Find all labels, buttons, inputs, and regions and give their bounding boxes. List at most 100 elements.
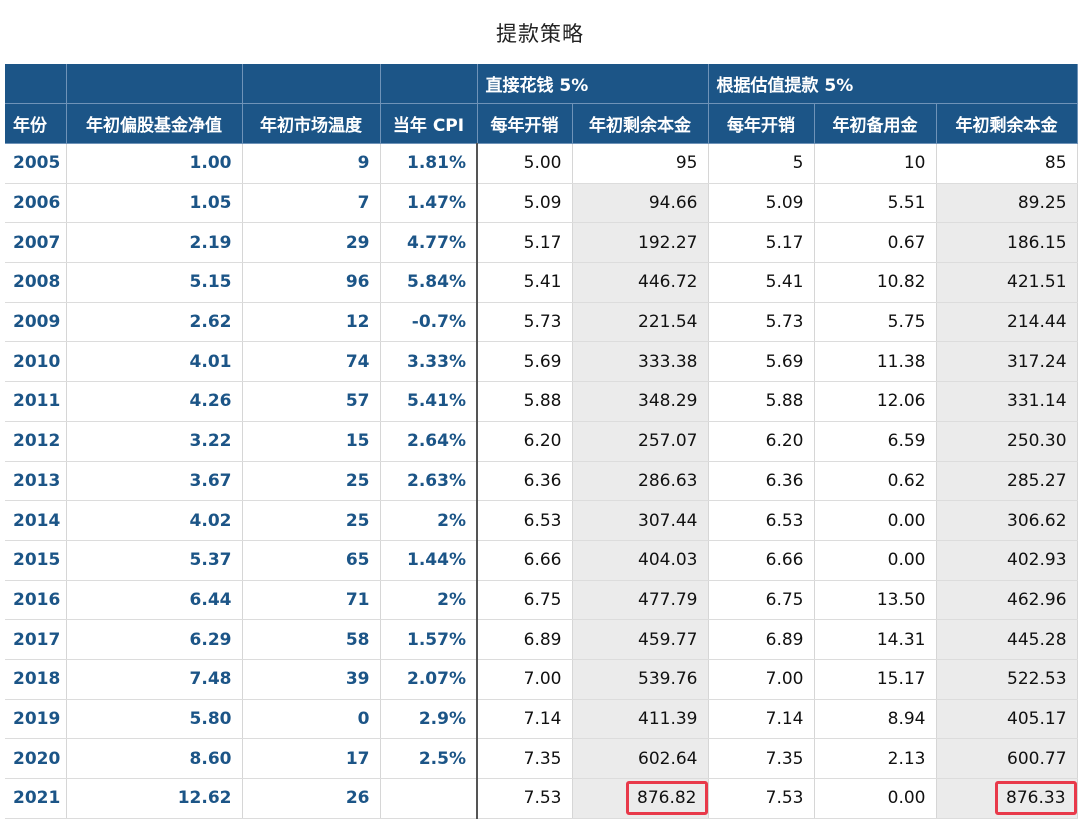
market-temperature-cell: 58 bbox=[242, 619, 381, 660]
reserve-fund-cell: 10 bbox=[814, 143, 937, 184]
year-cell: 2010 bbox=[5, 341, 67, 383]
reserve-fund-cell: 5.51 bbox=[814, 183, 937, 224]
remaining-principal-cell: 446.72 bbox=[572, 262, 709, 303]
table-row: 2018 7.48 39 2.07% 7.00 539.76 7.00 15.17 522.53 bbox=[5, 659, 1078, 700]
year-cell: 2012 bbox=[5, 421, 67, 462]
table-row: 2006 1.05 7 1.47% 5.09 94.66 5.09 5.51 89.25 bbox=[5, 183, 1078, 224]
table-row: 2020 8.60 17 2.5% 7.35 602.64 7.35 2.13 600.77 bbox=[5, 738, 1078, 779]
market-temperature-cell: 71 bbox=[242, 580, 381, 621]
table-body: 2005 1.00 9 1.81% 5.00 95 5 10 85 2006 1.05 7 1.47% 5… bbox=[5, 143, 1078, 819]
table-row: 2014 4.02 25 2% 6.53 307.44 6.53 0.00 306.62 bbox=[5, 500, 1078, 541]
fund-nav-cell: 3.22 bbox=[66, 421, 243, 462]
cpi-cell: 5.41% bbox=[380, 381, 478, 422]
market-temperature-cell: 9 bbox=[242, 143, 381, 184]
year-cell: 2009 bbox=[5, 302, 67, 343]
fund-nav-cell: 5.15 bbox=[66, 262, 243, 303]
annual-expense-cell: 6.75 bbox=[476, 580, 573, 621]
year-cell: 2008 bbox=[5, 262, 67, 303]
fund-nav-cell: 5.37 bbox=[66, 540, 243, 581]
table-row: 2011 4.26 57 5.41% 5.88 348.29 5.88 12.06 331.14 bbox=[5, 381, 1078, 422]
year-cell: 2014 bbox=[5, 500, 67, 541]
annual-expense-cell: 6.66 bbox=[476, 540, 573, 581]
table-row: 2013 3.67 25 2.63% 6.36 286.63 6.36 0.62 285.27 bbox=[5, 461, 1078, 502]
table-row: 2010 4.01 74 3.33% 5.69 333.38 5.69 11.38 317.24 bbox=[5, 341, 1078, 383]
market-temperature-cell: 96 bbox=[242, 262, 381, 303]
annual-expense-2-cell: 5.17 bbox=[708, 222, 815, 264]
fund-nav-cell: 8.60 bbox=[66, 738, 243, 779]
column-header-reserve-fund: 年初备用金 bbox=[814, 103, 937, 144]
annual-expense-cell: 7.53 bbox=[476, 778, 573, 819]
reserve-fund-cell: 0.00 bbox=[814, 500, 937, 541]
remaining-principal-cell: 286.63 bbox=[572, 461, 709, 502]
cpi-cell: 5.84% bbox=[380, 262, 478, 303]
annual-expense-cell: 7.14 bbox=[476, 699, 573, 740]
group-header-valuation-withdrawal: 根据估值提款 5% bbox=[708, 64, 1078, 104]
column-header-remaining-principal: 年初剩余本金 bbox=[572, 103, 709, 144]
annual-expense-cell: 6.53 bbox=[476, 500, 573, 541]
market-temperature-cell: 25 bbox=[242, 500, 381, 541]
highlight-box: 876.33 bbox=[995, 781, 1077, 816]
annual-expense-2-cell: 7.00 bbox=[708, 659, 815, 700]
table-row: 2019 5.80 0 2.9% 7.14 411.39 7.14 8.94 405.17 bbox=[5, 699, 1078, 740]
cpi-cell: -0.7% bbox=[380, 302, 478, 343]
remaining-principal-cell: 876.82 bbox=[572, 778, 709, 819]
fund-nav-cell: 1.05 bbox=[66, 183, 243, 224]
remaining-principal-2-cell: 445.28 bbox=[936, 619, 1078, 660]
market-temperature-cell: 65 bbox=[242, 540, 381, 581]
remaining-principal-2-cell: 306.62 bbox=[936, 500, 1078, 541]
remaining-principal-2-cell: 214.44 bbox=[936, 302, 1078, 343]
market-temperature-cell: 39 bbox=[242, 659, 381, 700]
cpi-cell: 3.33% bbox=[380, 341, 478, 383]
reserve-fund-cell: 13.50 bbox=[814, 580, 937, 621]
annual-expense-2-cell: 6.36 bbox=[708, 461, 815, 502]
column-header-cpi: 当年 CPI bbox=[380, 103, 478, 144]
table-row: 2017 6.29 58 1.57% 6.89 459.77 6.89 14.31 445.28 bbox=[5, 619, 1078, 660]
remaining-principal-2-cell: 186.15 bbox=[936, 222, 1078, 264]
market-temperature-cell: 12 bbox=[242, 302, 381, 343]
group-header-blank bbox=[380, 64, 478, 104]
fund-nav-cell: 6.29 bbox=[66, 619, 243, 660]
group-header-row: 直接花钱 5% 根据估值提款 5% bbox=[5, 64, 1078, 104]
remaining-principal-2-cell: 462.96 bbox=[936, 580, 1078, 621]
reserve-fund-cell: 5.75 bbox=[814, 302, 937, 343]
remaining-principal-2-cell: 402.93 bbox=[936, 540, 1078, 581]
cpi-cell: 1.81% bbox=[380, 143, 478, 184]
year-cell: 2013 bbox=[5, 461, 67, 502]
year-cell: 2005 bbox=[5, 143, 67, 184]
year-cell: 2006 bbox=[5, 183, 67, 224]
market-temperature-cell: 29 bbox=[242, 222, 381, 264]
annual-expense-cell: 5.73 bbox=[476, 302, 573, 343]
year-cell: 2020 bbox=[5, 738, 67, 779]
year-cell: 2019 bbox=[5, 699, 67, 740]
fund-nav-cell: 2.19 bbox=[66, 222, 243, 264]
remaining-principal-cell: 221.54 bbox=[572, 302, 709, 343]
page-title: 提款策略 bbox=[496, 22, 584, 46]
table-row: 2007 2.19 29 4.77% 5.17 192.27 5.17 0.67 186.15 bbox=[5, 222, 1078, 264]
annual-expense-2-cell: 5.41 bbox=[708, 262, 815, 303]
remaining-principal-cell: 333.38 bbox=[572, 341, 709, 383]
year-cell: 2016 bbox=[5, 580, 67, 621]
remaining-principal-2-cell: 285.27 bbox=[936, 461, 1078, 502]
cpi-cell: 2.07% bbox=[380, 659, 478, 700]
fund-nav-cell: 3.67 bbox=[66, 461, 243, 502]
column-header-year: 年份 bbox=[5, 103, 67, 144]
table-row: 2012 3.22 15 2.64% 6.20 257.07 6.20 6.59 250.30 bbox=[5, 421, 1078, 462]
annual-expense-2-cell: 6.20 bbox=[708, 421, 815, 462]
cpi-cell: 2.5% bbox=[380, 738, 478, 779]
annual-expense-2-cell: 7.53 bbox=[708, 778, 815, 819]
annual-expense-cell: 6.89 bbox=[476, 619, 573, 660]
reserve-fund-cell: 6.59 bbox=[814, 421, 937, 462]
fund-nav-cell: 2.62 bbox=[66, 302, 243, 343]
annual-expense-cell: 5.00 bbox=[476, 143, 573, 184]
remaining-principal-cell: 411.39 bbox=[572, 699, 709, 740]
fund-nav-cell: 6.44 bbox=[66, 580, 243, 621]
annual-expense-2-cell: 7.35 bbox=[708, 738, 815, 779]
market-temperature-cell: 0 bbox=[242, 699, 381, 740]
fund-nav-cell: 1.00 bbox=[66, 143, 243, 184]
remaining-principal-2-cell: 421.51 bbox=[936, 262, 1078, 303]
market-temperature-cell: 26 bbox=[242, 778, 381, 819]
remaining-principal-cell: 348.29 bbox=[572, 381, 709, 422]
remaining-principal-2-cell: 250.30 bbox=[936, 421, 1078, 462]
annual-expense-cell: 5.88 bbox=[476, 381, 573, 422]
fund-nav-cell: 4.02 bbox=[66, 500, 243, 541]
